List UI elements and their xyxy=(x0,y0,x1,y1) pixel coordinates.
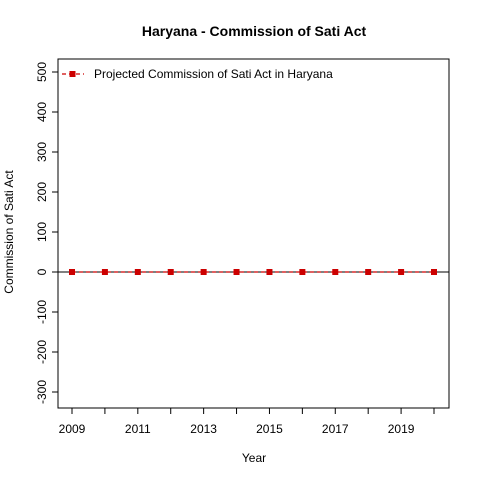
data-point xyxy=(200,269,207,275)
legend-label: Projected Commission of Sati Act in Hary… xyxy=(94,67,333,81)
x-axis-label: Year xyxy=(242,451,266,465)
data-point xyxy=(101,269,108,275)
y-tick-label: -200 xyxy=(35,340,49,364)
data-point xyxy=(398,269,405,275)
data-point xyxy=(134,269,141,275)
x-axis: 2009 2011 2013 2015 2017 2019 xyxy=(59,408,435,436)
data-point xyxy=(431,269,437,275)
data-point xyxy=(299,269,306,275)
series-layer xyxy=(69,269,437,275)
x-tick-label: 2017 xyxy=(322,422,349,436)
data-point xyxy=(233,269,240,275)
y-axis: -300 -200 -100 0 100 200 300 400 500 xyxy=(35,62,58,404)
x-tick-label: 2015 xyxy=(256,422,283,436)
x-tick-label: 2009 xyxy=(59,422,86,436)
data-point xyxy=(266,269,273,275)
x-tick-label: 2011 xyxy=(125,422,151,436)
data-point xyxy=(167,269,174,275)
y-tick-label: 400 xyxy=(35,102,49,122)
y-tick-label: 500 xyxy=(35,62,49,82)
y-axis-label: Commission of Sati Act xyxy=(2,170,16,294)
x-tick-label: 2013 xyxy=(190,422,217,436)
y-tick-label: 200 xyxy=(35,182,49,202)
y-tick-label: -300 xyxy=(35,380,49,404)
y-tick-label: -100 xyxy=(35,300,49,324)
data-point xyxy=(69,269,75,275)
y-tick-label: 100 xyxy=(35,222,49,242)
x-tick-label: 2019 xyxy=(388,422,415,436)
data-point xyxy=(332,269,339,275)
y-tick-label: 300 xyxy=(35,142,49,162)
y-tick-label: 0 xyxy=(35,268,49,275)
legend: Projected Commission of Sati Act in Hary… xyxy=(62,67,333,81)
plot-frame xyxy=(57,58,450,409)
data-point xyxy=(365,269,372,275)
legend-marker xyxy=(69,71,76,77)
chart-title: Haryana - Commission of Sati Act xyxy=(142,23,367,39)
